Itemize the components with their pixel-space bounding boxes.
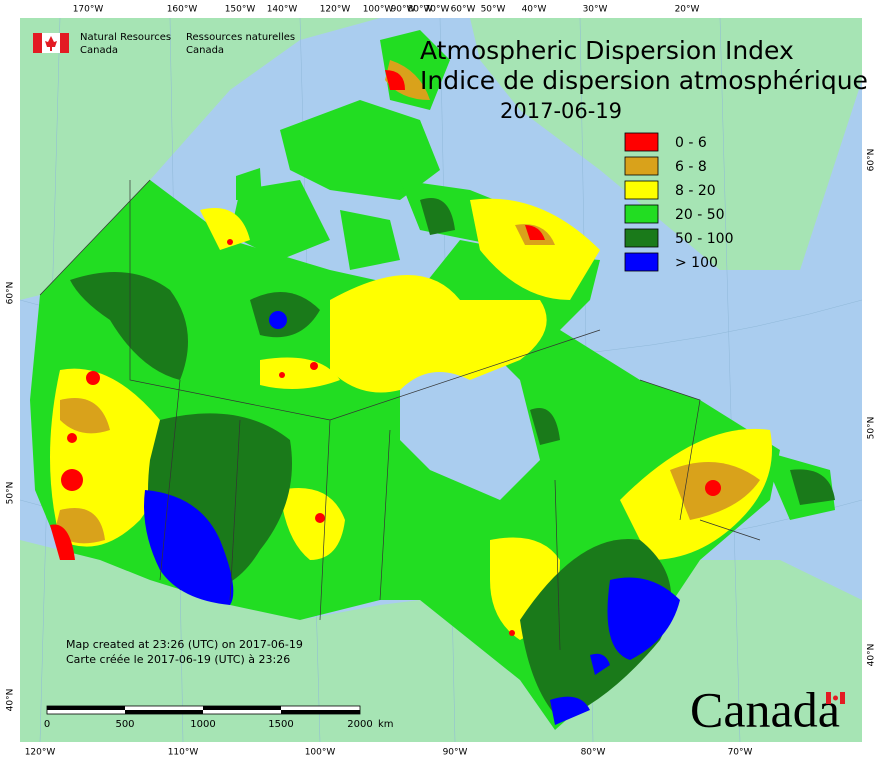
hudson-bay [400,330,540,500]
flag-bar [33,33,42,53]
org-en: Natural Resources [80,32,171,43]
title: Atmospheric Dispersion Index [420,36,794,65]
maple-leaf [45,36,57,51]
graticule-labels: 170°W 160°W 150°W 140°W 120°W 100°W90°W80°W70… [6,5,877,758]
longitude-label: 50°W [481,5,506,15]
scale-label: 1500 [268,719,293,730]
scale-bar: 0 500 1000 1500 2000 km [44,705,394,730]
legend-swatch [624,180,659,200]
longitude-label: 100°W [305,748,336,758]
longitude-label: 80°W [581,748,606,758]
title: Indice de dispersion atmosphérique [420,66,868,95]
legend-swatch [624,252,659,272]
legend-label: > 100 [675,255,718,271]
longitude-label: 70°W [425,5,450,15]
legend-swatch [624,204,659,224]
alaska [20,18,380,300]
longitude-label: 140°W [267,5,298,15]
longitude-label: 90°W [443,748,468,758]
wordmark: Canada [690,681,840,737]
longitude-label: 90°W [391,5,416,15]
org-fr: Canada [186,45,224,56]
legend-label: 50 - 100 [675,231,734,247]
longitude-label: 40°W [522,5,547,15]
longitude-label: 20°W [675,5,700,15]
flag-bar [840,692,845,704]
legend-label: 6 - 8 [675,159,707,175]
legend-swatch [624,228,659,248]
legend-swatch [624,156,659,176]
latitude-label: 50°N [6,482,16,505]
longitude-label: 150°W [225,5,256,15]
scale-bar-segment [125,710,203,714]
legend-swatch [624,132,659,152]
org-en: Canada [80,45,118,56]
canada-wordmark: Canada [690,681,845,737]
scale-unit: km [378,719,394,730]
longitude-label: 100°W [363,5,394,15]
longitude-label: 170°W [73,5,104,15]
nrcan-signature: Natural Resources Canada Ressources natu… [33,32,295,56]
longitude-label: 110°W [168,748,199,758]
latitude-label: 50°N [867,417,877,440]
longitude-label: 60°W [451,5,476,15]
maple-leaf [833,695,838,701]
latitude-label: 40°N [6,689,16,712]
legend: 0 - 6 6 - 8 8 - 20 20 - 50 50 - 100 > 100 [624,132,734,272]
greenland [470,18,862,270]
index-areas [50,60,835,725]
org-fr: Ressources naturelles [186,32,295,43]
province-borders [39,179,761,651]
latitude-label: 60°N [867,149,877,172]
legend-label: 0 - 6 [675,135,707,151]
latitude-label: 40°N [867,644,877,667]
legend-label: 8 - 20 [675,183,716,199]
scale-bar-segment [281,710,360,714]
scale-label: 500 [115,719,134,730]
map-frame [19,17,863,743]
usa [20,540,862,742]
longitude-label: 70°W [728,748,753,758]
legend-label: 20 - 50 [675,207,725,223]
scale-label: 0 [44,719,50,730]
longitude-label: 160°W [167,5,198,15]
longitude-label: 80°W [408,5,433,15]
longitude-label: 30°W [583,5,608,15]
footer-note: Carte créée le 2017-06-19 (UTC) à 23:26 [66,653,290,666]
latitude-label: 60°N [6,282,16,305]
scale-label: 1000 [190,719,215,730]
flag-bar [60,33,69,53]
flag-bar [826,692,831,704]
date: 2017-06-19 [500,99,622,123]
scale-bar-segment [47,706,125,710]
scale-bar-segment [203,706,281,710]
scale-label: 2000 [347,719,372,730]
longitude-label: 120°W [320,5,351,15]
longitude-label: 120°W [25,748,56,758]
footer-note: Map created at 23:26 (UTC) on 2017-06-19 [66,638,303,651]
